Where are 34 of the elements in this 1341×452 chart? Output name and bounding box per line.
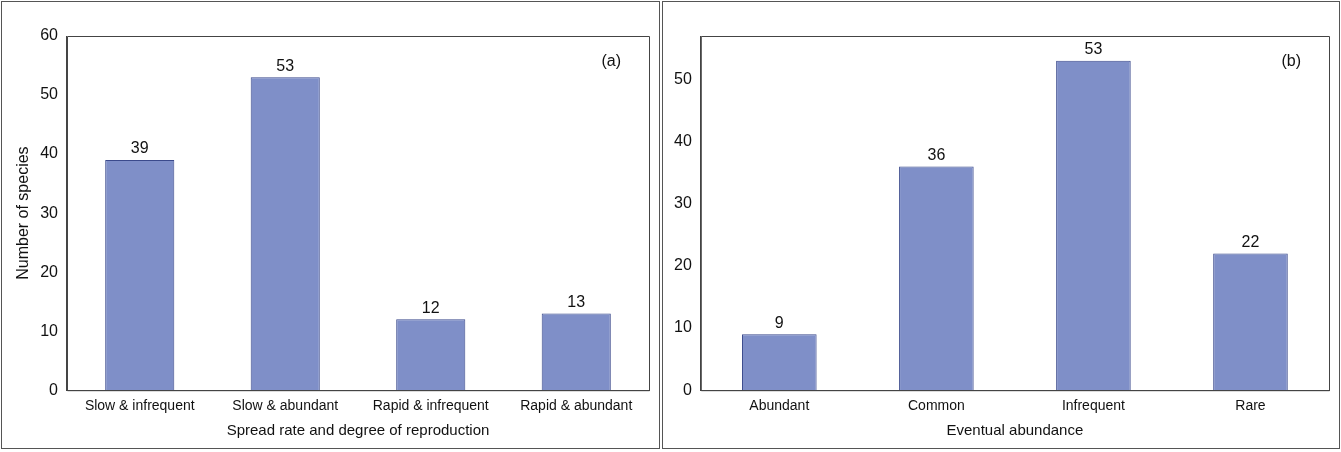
data-label: 13	[567, 292, 586, 310]
x-tick-label: Common	[907, 397, 965, 414]
data-label: 12	[421, 298, 440, 316]
y-tick-label: 20	[674, 256, 692, 274]
y-tick-label: 0	[49, 380, 59, 398]
y-tick-label: 60	[40, 26, 59, 44]
y-axis-title: Number of species	[14, 146, 32, 280]
annotation: (a)	[601, 52, 621, 70]
data-label: 53	[1084, 40, 1103, 58]
y-tick-label: 40	[40, 144, 59, 162]
data-label: 22	[1241, 232, 1260, 250]
x-axis-title: Spread rate and degree of reproduction	[226, 421, 490, 439]
y-tick-label: 10	[40, 321, 59, 339]
y-tick-label: 20	[40, 262, 59, 280]
y-tick-label: 50	[674, 69, 692, 87]
y-tick-label: 40	[674, 132, 692, 150]
data-label: 36	[927, 145, 946, 163]
x-tick-label: Rapid & abundant	[520, 397, 633, 414]
x-tick-label: Infrequent	[1061, 397, 1126, 414]
y-tick-label: 0	[682, 380, 692, 398]
data-label: 53	[276, 56, 295, 74]
x-tick-label: Slow & abundant	[232, 397, 339, 414]
x-tick-label: Rare	[1235, 397, 1266, 414]
y-tick-label: 30	[674, 194, 692, 212]
x-tick-label: Abundant	[749, 397, 810, 414]
data-label: 9	[774, 313, 784, 331]
data-label: 39	[130, 139, 149, 157]
x-tick-label: Slow & infrequent	[84, 397, 195, 414]
y-tick-label: 10	[674, 318, 692, 336]
annotation: (b)	[1281, 52, 1301, 70]
x-axis-title: Eventual abundance	[946, 421, 1084, 439]
y-tick-label: 30	[40, 203, 59, 221]
y-tick-label: 50	[40, 85, 59, 103]
x-tick-label: Rapid & infrequent	[372, 397, 489, 414]
